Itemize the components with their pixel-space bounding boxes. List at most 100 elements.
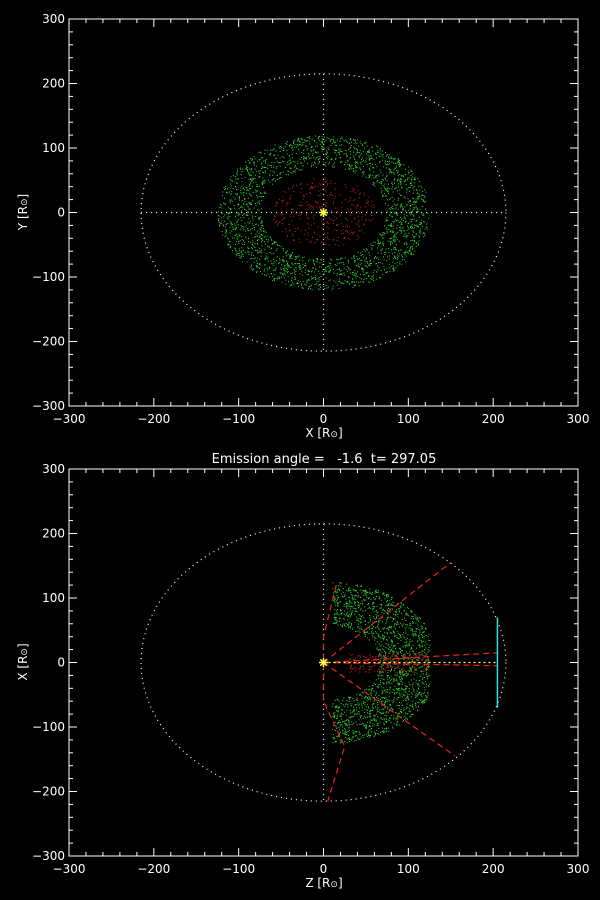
particle bbox=[370, 709, 372, 711]
particle bbox=[314, 135, 316, 137]
particle bbox=[368, 167, 370, 169]
particle bbox=[299, 140, 301, 142]
particle bbox=[425, 191, 427, 193]
particle bbox=[411, 170, 413, 172]
particle bbox=[224, 232, 226, 234]
particle bbox=[316, 206, 318, 208]
particle bbox=[407, 201, 409, 203]
particle bbox=[374, 606, 376, 608]
particle bbox=[395, 187, 397, 189]
particle bbox=[366, 591, 368, 593]
particle bbox=[367, 731, 369, 733]
particle bbox=[373, 731, 375, 733]
particle bbox=[427, 657, 429, 659]
particle bbox=[382, 682, 384, 684]
particle bbox=[371, 687, 373, 689]
particle bbox=[306, 274, 308, 276]
particle bbox=[285, 231, 287, 233]
particle bbox=[358, 668, 360, 670]
particle bbox=[420, 185, 422, 187]
particle bbox=[415, 705, 417, 707]
particle bbox=[382, 154, 384, 156]
particle bbox=[406, 641, 408, 643]
particle bbox=[363, 173, 365, 175]
particle bbox=[237, 237, 239, 239]
particle bbox=[334, 600, 336, 602]
particle bbox=[350, 667, 352, 669]
particle bbox=[392, 678, 394, 680]
particle bbox=[372, 277, 374, 279]
particle bbox=[378, 267, 380, 269]
particle bbox=[382, 248, 384, 250]
particle bbox=[370, 699, 372, 701]
particle bbox=[400, 671, 402, 673]
particle bbox=[227, 212, 229, 214]
particle bbox=[356, 668, 358, 670]
particle bbox=[296, 255, 298, 257]
particle bbox=[354, 198, 356, 200]
particle bbox=[394, 692, 396, 694]
particle bbox=[382, 668, 384, 670]
particle bbox=[411, 184, 413, 186]
particle bbox=[352, 286, 354, 288]
particle bbox=[280, 200, 282, 202]
particle bbox=[328, 149, 330, 151]
particle bbox=[376, 709, 378, 711]
particle bbox=[351, 281, 353, 283]
particle bbox=[398, 675, 400, 677]
particle bbox=[348, 233, 350, 235]
particle bbox=[276, 202, 278, 204]
particle bbox=[272, 170, 274, 172]
particle bbox=[371, 709, 373, 711]
particle bbox=[387, 607, 389, 609]
particle bbox=[347, 220, 349, 222]
particle bbox=[379, 666, 381, 668]
particle bbox=[421, 626, 423, 628]
particle bbox=[427, 635, 429, 637]
particle bbox=[402, 694, 404, 696]
particle bbox=[348, 277, 350, 279]
particle bbox=[345, 731, 347, 733]
particle bbox=[333, 614, 335, 616]
particle bbox=[330, 140, 332, 142]
particle bbox=[414, 654, 416, 656]
particle bbox=[276, 179, 278, 181]
particle bbox=[261, 273, 263, 275]
particle bbox=[423, 637, 425, 639]
particle bbox=[387, 240, 389, 242]
particle bbox=[415, 622, 417, 624]
particle bbox=[413, 678, 415, 680]
particle bbox=[410, 671, 412, 673]
particle bbox=[273, 148, 275, 150]
particle bbox=[262, 183, 264, 185]
particle bbox=[384, 151, 386, 153]
particle bbox=[362, 145, 364, 147]
particle bbox=[404, 253, 406, 255]
particle bbox=[407, 227, 409, 229]
particle bbox=[374, 598, 376, 600]
particle bbox=[370, 719, 372, 721]
particle bbox=[393, 679, 395, 681]
particle bbox=[361, 253, 363, 255]
particle bbox=[229, 200, 231, 202]
particle bbox=[319, 286, 321, 288]
particle bbox=[340, 714, 342, 716]
particle bbox=[248, 201, 250, 203]
y-tick-label: 300 bbox=[42, 462, 65, 476]
particle bbox=[379, 233, 381, 235]
particle bbox=[354, 598, 356, 600]
particle bbox=[410, 670, 412, 672]
particle bbox=[344, 257, 346, 259]
particle bbox=[371, 621, 373, 623]
particle bbox=[225, 229, 227, 231]
particle bbox=[358, 711, 360, 713]
particle bbox=[301, 169, 303, 171]
particle bbox=[353, 722, 355, 724]
particle bbox=[379, 276, 381, 278]
particle bbox=[386, 154, 388, 156]
particle bbox=[334, 598, 336, 600]
particle bbox=[224, 189, 226, 191]
particle bbox=[346, 265, 348, 267]
particle bbox=[407, 209, 409, 211]
particle bbox=[348, 148, 350, 150]
